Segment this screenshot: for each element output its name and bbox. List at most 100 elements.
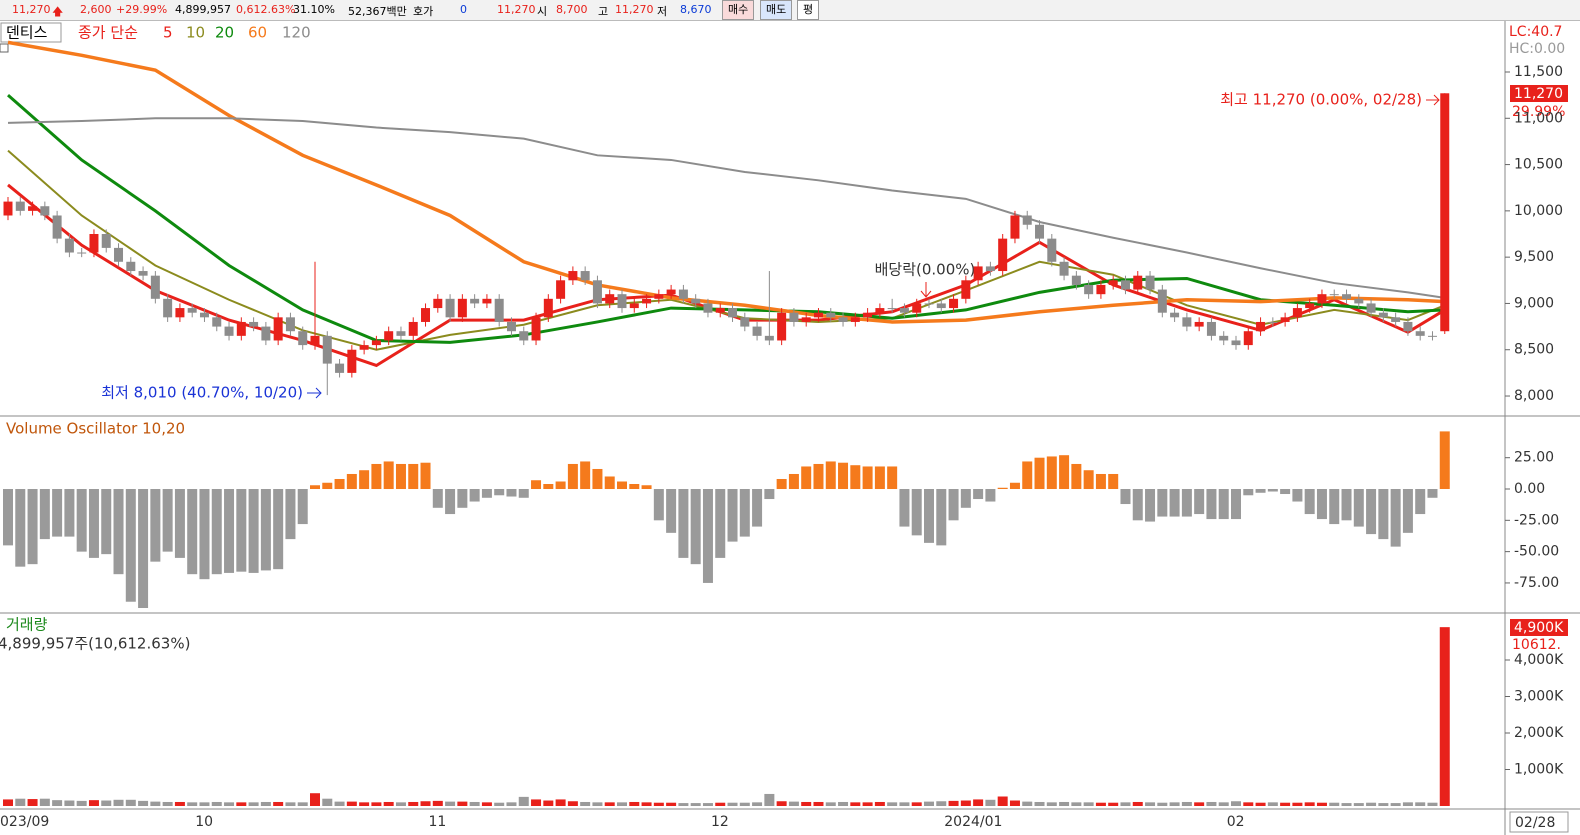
- x-tick-label: 02: [1227, 814, 1245, 830]
- candle-body: [101, 234, 111, 248]
- bar: [592, 802, 603, 806]
- bar: [1218, 802, 1229, 806]
- icon[interactable]: [0, 43, 9, 53]
- bar: [862, 466, 873, 490]
- bar: [138, 489, 149, 608]
- candle-body: [961, 280, 971, 299]
- candle-body: [813, 312, 823, 318]
- bar: [543, 484, 554, 490]
- candle-body: [1145, 275, 1155, 290]
- bar: [739, 802, 750, 806]
- candle-body: [150, 275, 160, 299]
- buy-button[interactable]: 매수: [722, 0, 755, 20]
- candle-body: [310, 335, 320, 346]
- bar: [15, 489, 26, 567]
- candle-body: [77, 252, 87, 254]
- bar: [1267, 802, 1278, 806]
- candle-body: [998, 238, 1008, 272]
- bar: [469, 489, 480, 502]
- bar: [211, 489, 222, 575]
- bar: [1366, 489, 1377, 535]
- amount: 52,367백만: [348, 5, 407, 18]
- bar: [899, 489, 910, 527]
- bar: [224, 489, 235, 573]
- bar: [76, 800, 87, 806]
- candle-body: [1120, 280, 1130, 290]
- candle-body: [666, 289, 676, 295]
- ma-line: [7, 183, 1446, 368]
- bar: [1206, 801, 1217, 806]
- candle-body: [64, 238, 74, 253]
- candle-body: [1157, 289, 1167, 313]
- bar: [260, 801, 271, 806]
- candle-body: [1427, 335, 1437, 337]
- candle-body: [1071, 275, 1081, 285]
- y-tick-label: 11,000: [1514, 110, 1563, 126]
- candle-body: [359, 345, 369, 350]
- bar: [1083, 802, 1094, 806]
- candle-body: [1084, 284, 1094, 295]
- candle-body: [396, 331, 406, 336]
- bar: [457, 801, 468, 806]
- bar: [641, 485, 652, 490]
- candle-body: [691, 298, 701, 304]
- candle-body: [40, 206, 50, 216]
- candle-body: [605, 294, 615, 304]
- bar: [125, 489, 136, 602]
- ma-line: [7, 117, 1445, 299]
- bar: [395, 802, 406, 806]
- bar: [408, 801, 419, 806]
- bar: [359, 802, 370, 806]
- bar: [481, 489, 492, 498]
- bar: [727, 489, 738, 542]
- bar: [580, 801, 591, 806]
- bar: [1341, 803, 1352, 806]
- bar: [113, 799, 124, 806]
- bar: [924, 489, 934, 543]
- bar: [199, 802, 210, 806]
- bar: [567, 463, 578, 490]
- bar: [76, 489, 87, 552]
- hc-label: HC:0.00: [1509, 41, 1565, 57]
- bar: [715, 802, 726, 806]
- bar: [1169, 802, 1180, 806]
- sell-button[interactable]: 매도: [760, 0, 793, 20]
- candle-body: [1329, 294, 1339, 296]
- bar: [801, 466, 812, 490]
- candle-body: [1415, 331, 1425, 336]
- bar: [1292, 802, 1303, 806]
- bar: [322, 798, 333, 806]
- bar: [1390, 489, 1401, 547]
- bar: [1181, 489, 1192, 517]
- eval-button[interactable]: 평: [797, 0, 820, 20]
- bar: [1378, 803, 1389, 806]
- bar: [1439, 627, 1450, 806]
- bar: [801, 801, 812, 806]
- bar: [887, 466, 898, 490]
- bar: [334, 478, 345, 490]
- candle-body: [654, 294, 664, 299]
- y-tick-label: 9,500: [1514, 249, 1554, 265]
- candle-body: [236, 321, 246, 336]
- bar: [371, 463, 382, 490]
- candle-body: [1047, 238, 1057, 262]
- bar: [887, 802, 898, 806]
- bar: [310, 485, 320, 490]
- bar: [125, 799, 136, 806]
- bar: [776, 478, 787, 490]
- candle-body: [494, 298, 504, 322]
- bar: [997, 796, 1008, 806]
- candle-body: [1010, 215, 1020, 239]
- candle-body: [642, 298, 652, 304]
- bar: [985, 489, 996, 502]
- bar: [1329, 489, 1340, 525]
- candle-body: [912, 303, 922, 313]
- bar: [727, 802, 738, 806]
- candle-body: [1256, 321, 1266, 332]
- legend-entry: 5: [163, 24, 173, 42]
- title-box[interactable]: [0, 22, 62, 43]
- candle-body: [949, 298, 959, 309]
- bar: [1095, 473, 1106, 490]
- bar: [101, 800, 112, 806]
- bar: [248, 489, 259, 573]
